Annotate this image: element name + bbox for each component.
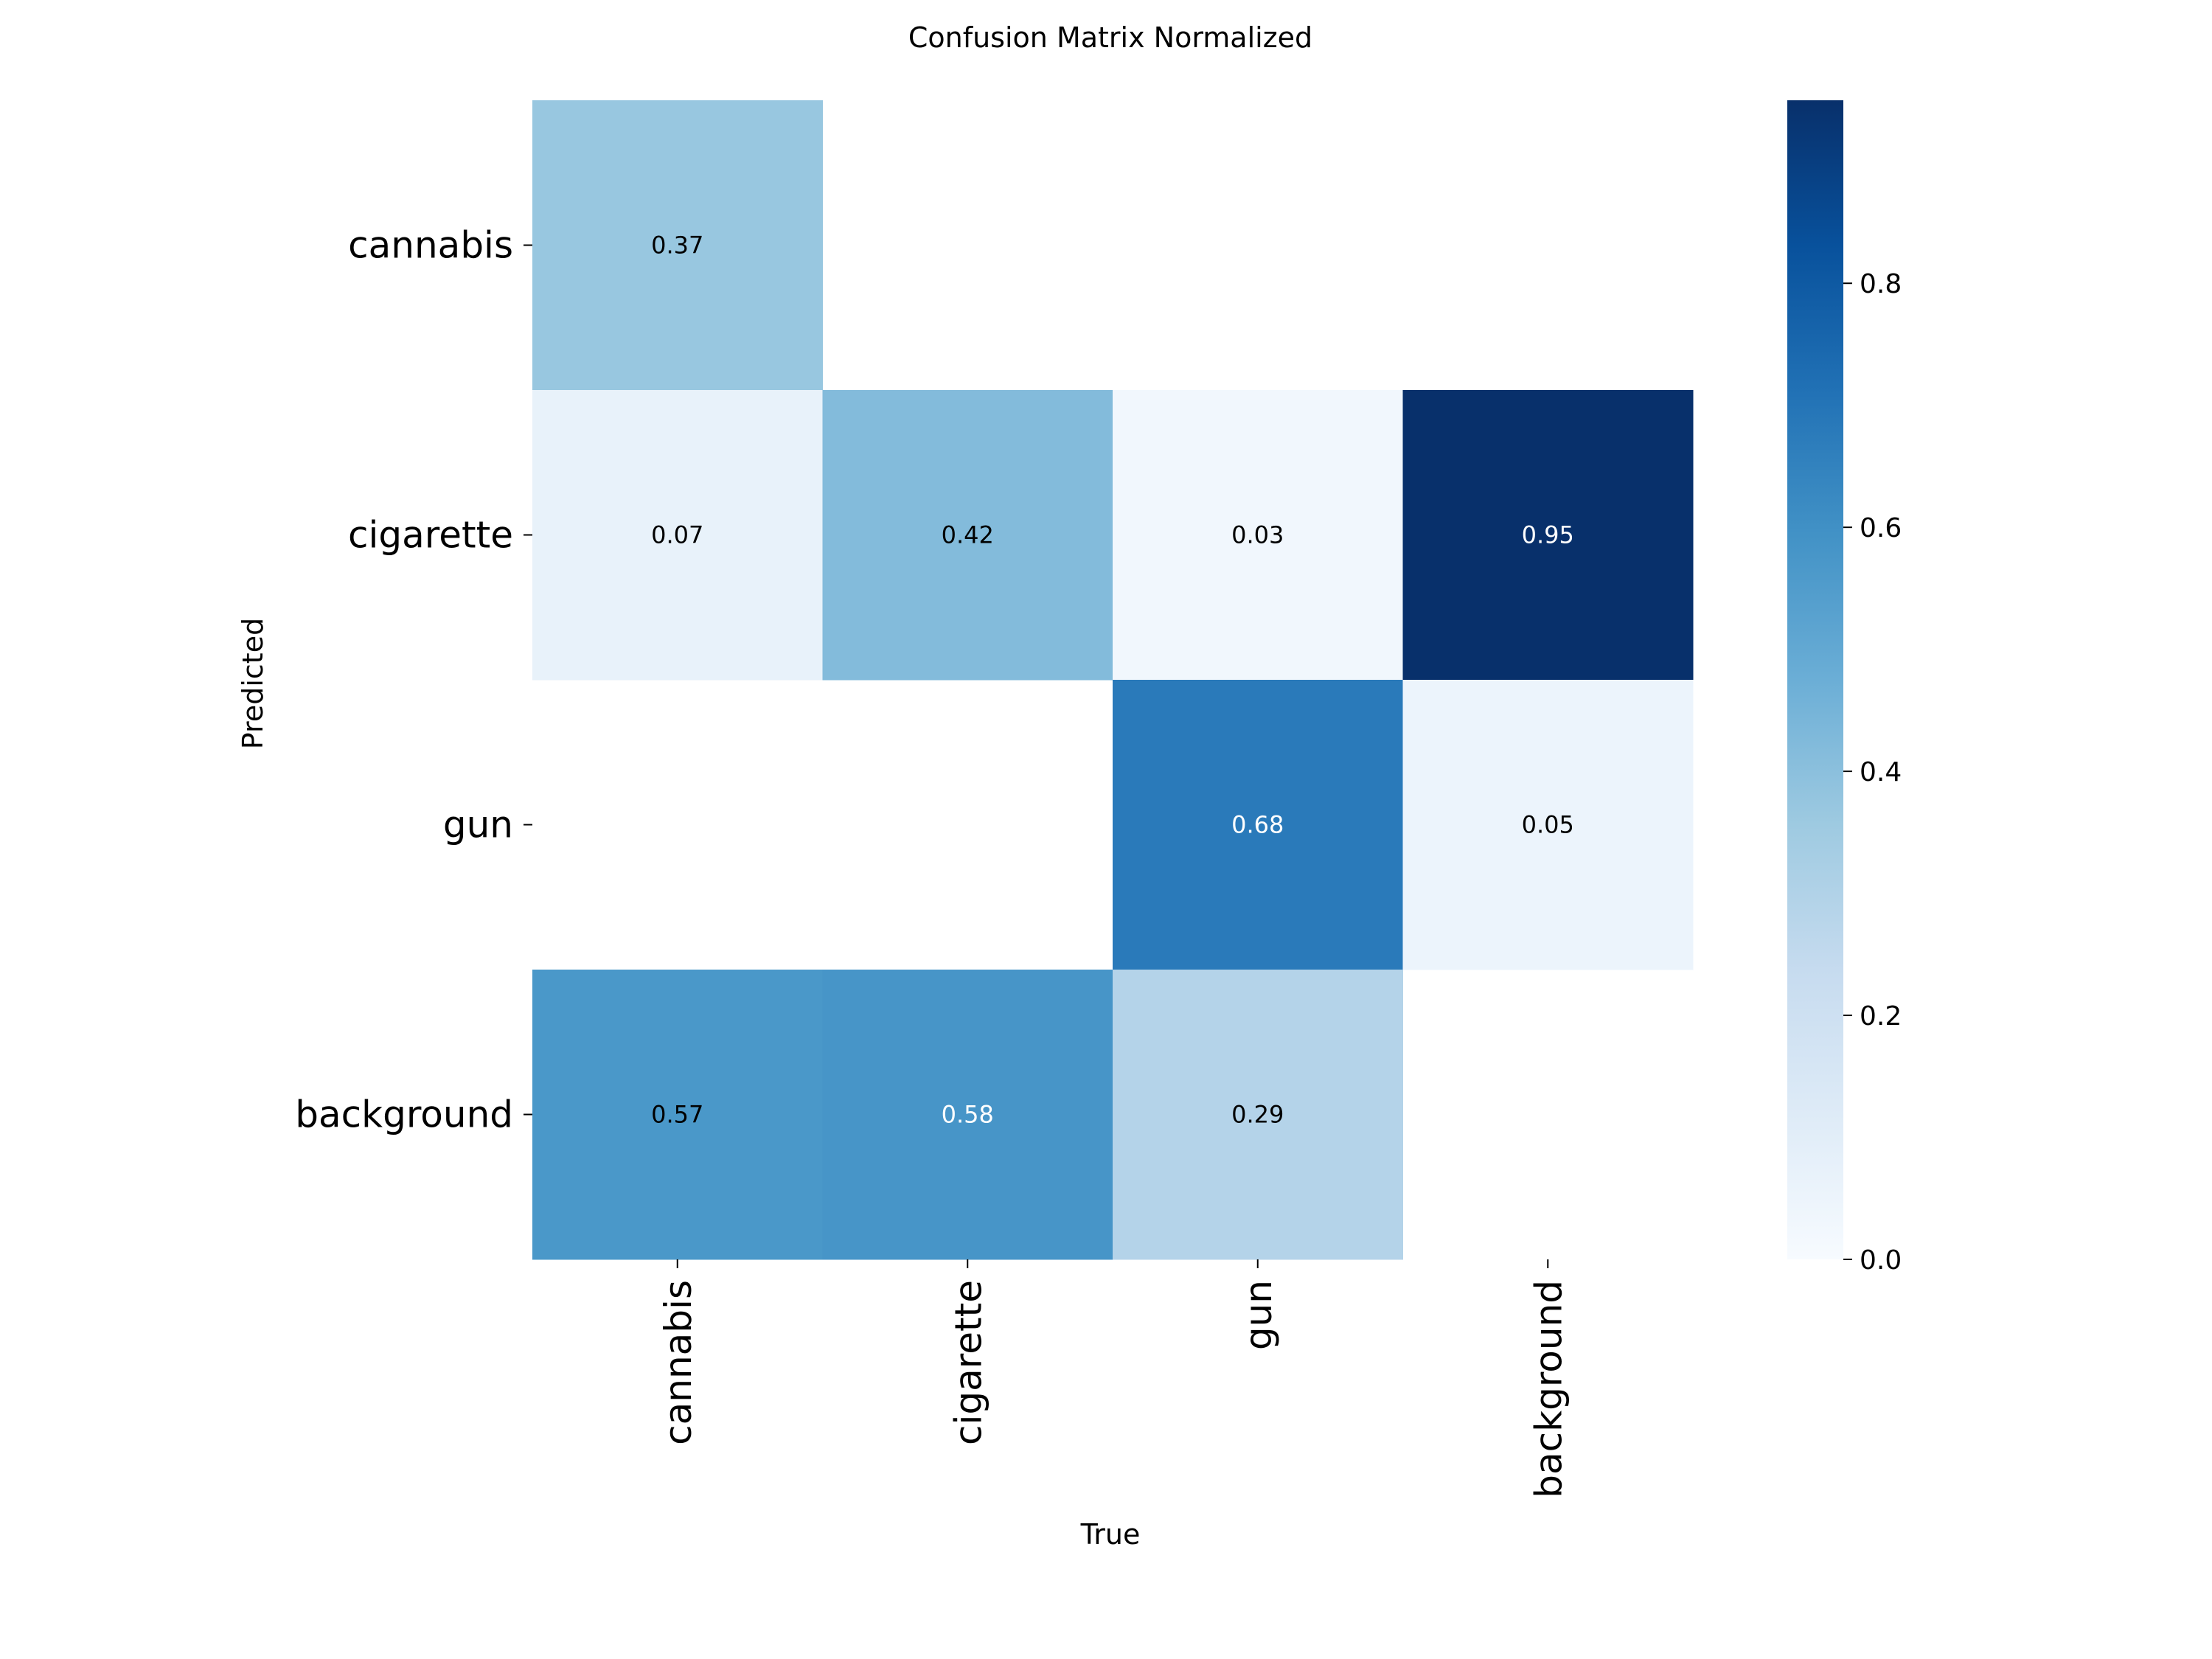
x-tick-label: cigarette (947, 1280, 990, 1445)
cell-value-label: 0.05 (1522, 811, 1574, 839)
y-axis-label: Predicted (237, 618, 269, 749)
colorbar: 0.0 0.2 0.4 0.6 0.8 (1787, 100, 1902, 1276)
chart-title: Confusion Matrix Normalized (908, 21, 1312, 54)
heatmap-cell (532, 100, 823, 391)
cell-value-label: 0.37 (651, 232, 703, 260)
y-tick-label: background (295, 1093, 513, 1136)
y-tick-label: gun (443, 804, 513, 846)
heatmap-cells (532, 100, 1694, 1260)
heatmap-cell (532, 390, 823, 681)
heatmap-cell (1113, 390, 1403, 681)
x-tick-label: background (1527, 1280, 1570, 1498)
y-axis-ticks: cannabis cigarette gun background (295, 224, 532, 1136)
x-axis-ticks: cannabis cigarette gun background (657, 1259, 1570, 1498)
colorbar-tick-label: 0.0 (1860, 1245, 1902, 1276)
y-tick-label: cigarette (348, 514, 513, 557)
x-axis-label: True (1080, 1518, 1141, 1551)
heatmap-cell-labels: 0.37 0.07 0.42 0.03 0.95 0.68 0.05 0.57 0.58 0.29 (651, 232, 1574, 1129)
cell-value-label: 0.95 (1522, 521, 1574, 549)
colorbar-ticks: 0.0 0.2 0.4 0.6 0.8 (1843, 269, 1902, 1276)
heatmap-cell (1402, 390, 1694, 681)
cell-value-label: 0.03 (1231, 521, 1284, 549)
colorbar-tick-label: 0.4 (1860, 757, 1902, 787)
heatmap-cell (822, 390, 1113, 681)
heatmap-cell (532, 970, 823, 1260)
cell-value-label: 0.57 (651, 1101, 703, 1129)
cell-value-label: 0.29 (1231, 1101, 1284, 1129)
y-tick-label: cannabis (348, 224, 513, 267)
cell-value-label: 0.68 (1231, 811, 1284, 839)
heatmap-cell (1113, 680, 1403, 970)
colorbar-tick-label: 0.8 (1860, 269, 1902, 299)
cell-value-label: 0.58 (942, 1101, 994, 1129)
x-tick-label: cannabis (657, 1280, 700, 1445)
heatmap-cell (1402, 680, 1694, 970)
heatmap-cell (1113, 970, 1403, 1260)
cell-value-label: 0.42 (942, 521, 994, 549)
x-tick-label: gun (1237, 1280, 1280, 1350)
colorbar-tick-label: 0.2 (1860, 1001, 1902, 1032)
colorbar-tick-label: 0.6 (1860, 513, 1902, 543)
colorbar-gradient (1787, 100, 1843, 1259)
heatmap-cell (822, 970, 1113, 1260)
cell-value-label: 0.07 (651, 521, 703, 549)
